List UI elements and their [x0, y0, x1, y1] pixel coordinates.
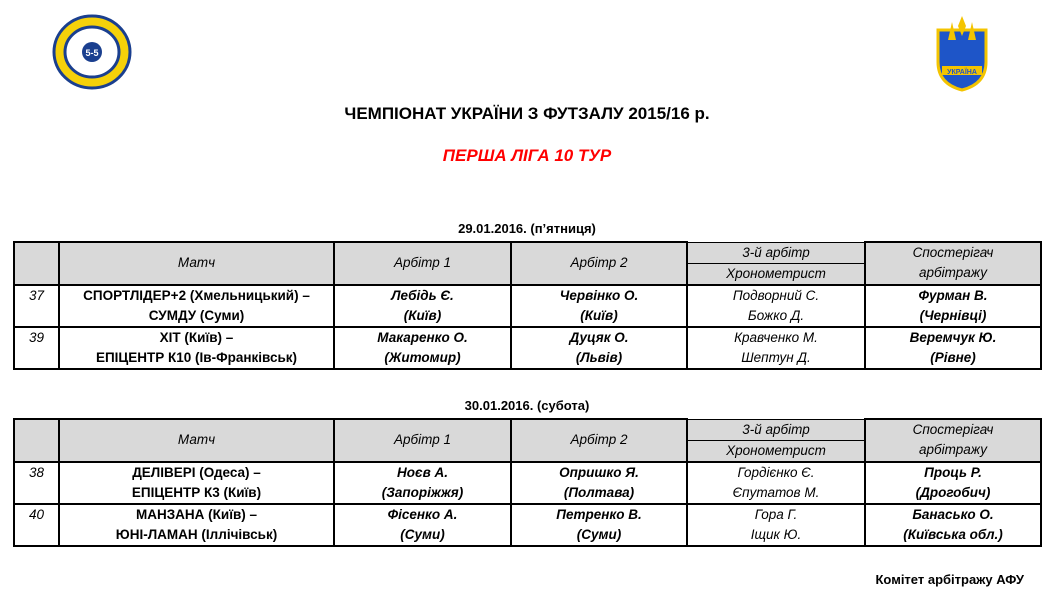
header-ref1: Арбітр 1 [333, 418, 512, 463]
third-timekeeper: Гора Г. Іщик Ю. [686, 502, 866, 547]
ref1: Лебідь Є. (Київ) [333, 283, 512, 328]
ref2: Дуцяк О. (Львів) [510, 325, 688, 370]
observer: Проць Р. (Дрогобич) [864, 460, 1042, 505]
footer-signature: Комітет арбітражу АФУ [875, 572, 1025, 587]
match-number: 37 [13, 283, 60, 328]
ref1: Ноєв А. (Запоріжжя) [333, 460, 512, 505]
header-match: Матч [58, 418, 335, 463]
header-observer: Спостерігач арбітражу [864, 418, 1042, 463]
match-teams: ХІТ (Київ) – ЕПІЦЕНТР К10 (Ів-Франківськ) [58, 325, 335, 370]
schedule-table-day-2: Матч Арбітр 1 Арбітр 2 3-й арбітр Спосте… [13, 418, 1042, 547]
header-num [13, 241, 60, 286]
page-title: ЧЕМПІОНАТ УКРАЇНИ З ФУТЗАЛУ 2015/16 р. [344, 104, 710, 123]
svg-text:5-5: 5-5 [85, 48, 98, 58]
match-teams: ДЕЛІВЕРІ (Одеса) – ЕПІЦЕНТР К3 (Київ) [58, 460, 335, 505]
table-row: 37 СПОРТЛІДЕР+2 (Хмельницький) – СУМДУ (С… [13, 283, 1042, 328]
header-third: 3-й арбітр [686, 418, 866, 441]
ref1: Фісенко А. (Суми) [333, 502, 512, 547]
third-timekeeper: Гордієнко Є. Єпутатов М. [686, 460, 866, 505]
schedule-table-day-1: Матч Арбітр 1 Арбітр 2 3-й арбітр Спосте… [13, 241, 1042, 370]
header-ref2: Арбітр 2 [510, 241, 688, 286]
day-date: 29.01.2016. (п’ятниця) [458, 221, 596, 236]
header-timekeeper: Хронометрист [686, 262, 866, 285]
logo-text: УКРАЇНА [947, 68, 977, 76]
header-ref2: Арбітр 2 [510, 418, 688, 463]
header-match: Матч [58, 241, 335, 286]
third-timekeeper: Подворний С. Божко Д. [686, 283, 866, 328]
ref2: Петренко В. (Суми) [510, 502, 688, 547]
observer: Фурман В. (Чернівці) [864, 283, 1042, 328]
match-number: 39 [13, 325, 60, 370]
header-observer: Спостерігач арбітражу [864, 241, 1042, 286]
observer: Банасько О. (Київська обл.) [864, 502, 1042, 547]
observer: Веремчук Ю. (Рівне) [864, 325, 1042, 370]
header-third: 3-й арбітр [686, 241, 866, 264]
header-num [13, 418, 60, 463]
ffu-ukraine-logo: УКРАЇНА [936, 16, 988, 92]
table-row: 40 МАНЗАНА (Київ) – ЮНІ-ЛАМАН (Іллічівськ… [13, 502, 1042, 547]
match-number: 40 [13, 502, 60, 547]
ref2: Опришко Я. (Полтава) [510, 460, 688, 505]
table-row: 38 ДЕЛІВЕРІ (Одеса) – ЕПІЦЕНТР К3 (Київ) … [13, 460, 1042, 505]
match-teams: МАНЗАНА (Київ) – ЮНІ-ЛАМАН (Іллічівськ) [58, 502, 335, 547]
ref2: Червінко О. (Київ) [510, 283, 688, 328]
day-date: 30.01.2016. (субота) [464, 398, 590, 413]
page-subtitle: ПЕРША ЛІГА 10 ТУР [442, 146, 612, 165]
header-timekeeper: Хронометрист [686, 439, 866, 462]
ref1: Макаренко О. (Житомир) [333, 325, 512, 370]
futsal-association-logo: 5-5 [52, 14, 132, 90]
table-row: 39 ХІТ (Київ) – ЕПІЦЕНТР К10 (Ів-Франківс… [13, 325, 1042, 370]
match-teams: СПОРТЛІДЕР+2 (Хмельницький) – СУМДУ (Суми… [58, 283, 335, 328]
header-ref1: Арбітр 1 [333, 241, 512, 286]
third-timekeeper: Кравченко М. Шептун Д. [686, 325, 866, 370]
match-number: 38 [13, 460, 60, 505]
